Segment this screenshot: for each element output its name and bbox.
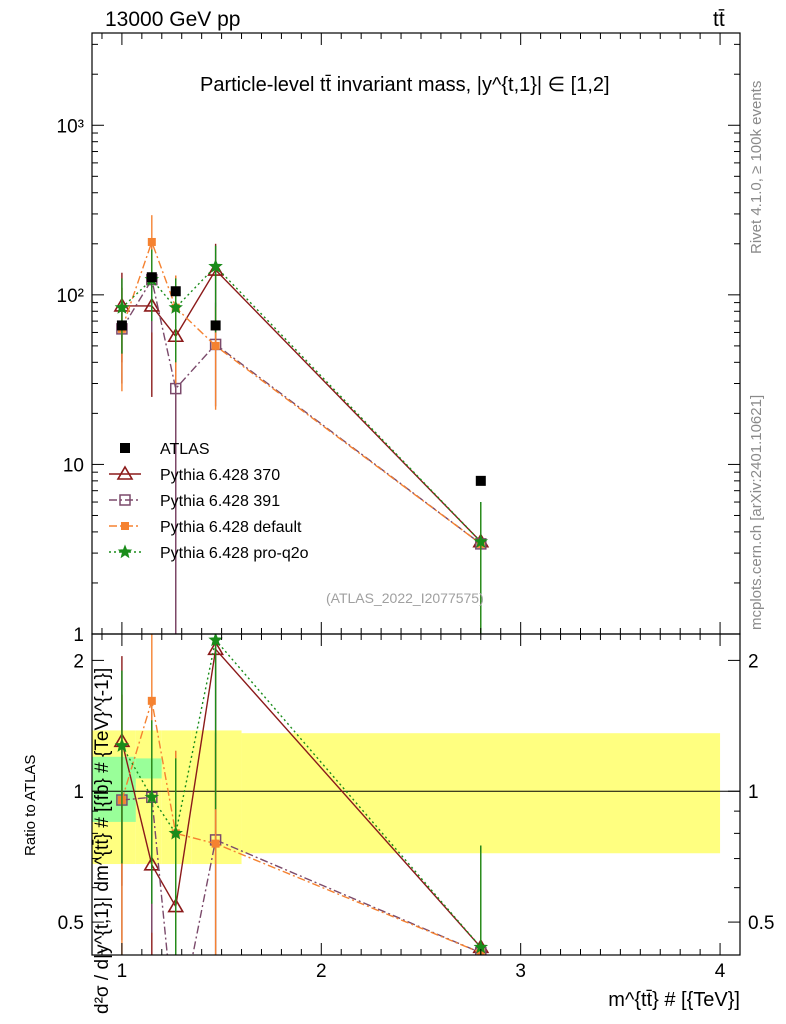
x-tick-label: 4 — [715, 961, 726, 982]
data-point — [146, 272, 157, 283]
data-point — [170, 286, 181, 297]
legend-label: Pythia 6.428 370 — [160, 467, 280, 484]
legend-label: ATLAS — [160, 441, 210, 458]
legend-marker — [119, 494, 131, 506]
series-4-ratio-point — [144, 789, 160, 804]
series-4-point — [114, 300, 130, 314]
series-3-ratio-line — [121, 700, 482, 954]
legend-marker — [116, 465, 134, 480]
y-tick-label: 10³ — [57, 116, 84, 137]
ratio-y-tick-label-left: 1 — [73, 782, 84, 803]
series-3-ratio-point — [147, 696, 156, 705]
x-axis-label: m^{tt̄} # [{TeV}] — [608, 989, 740, 1011]
series-4-point — [473, 534, 489, 548]
y-tick-label: 10 — [63, 455, 84, 476]
ratio-y-tick-label-right: 0.5 — [748, 913, 774, 934]
series-4-ratio-point — [114, 738, 130, 752]
mcplots-label: mcplots.cern.ch [arXiv:2401.10621] — [748, 394, 765, 630]
ratio-y-tick-label-right: 1 — [748, 782, 759, 803]
y-tick-label: 10² — [57, 286, 84, 307]
series-2-ratio-line — [121, 796, 482, 955]
legend-label: Pythia 6.428 pro-q2o — [160, 545, 309, 562]
x-tick-label: 2 — [316, 961, 327, 982]
series-3-point — [147, 237, 156, 246]
series-4-ratio-point — [168, 825, 183, 840]
legend-label: Pythia 6.428 391 — [160, 493, 280, 510]
legend-marker — [117, 544, 133, 559]
y-tick-label: 1 — [73, 625, 84, 646]
data-point — [210, 320, 221, 331]
legend-marker — [120, 443, 130, 453]
series-2-point — [169, 382, 182, 395]
x-tick-label: 1 — [117, 961, 128, 982]
series-4-ratio-line — [121, 638, 482, 948]
ratio-y-tick-label-right: 2 — [748, 651, 759, 672]
series-3-point — [211, 341, 220, 350]
ratio-y-tick-label-left: 0.5 — [58, 913, 84, 934]
energy-label: 13000 GeV pp — [105, 8, 241, 31]
ratio-band-outer — [241, 733, 721, 854]
data-point — [116, 320, 127, 331]
y-axis-label: d²σ / d|y^{t,1}| dm^{tt̄} # [{fb} # {TeV… — [92, 667, 113, 1014]
series-2-line — [121, 277, 482, 545]
series-4-ratio-point — [208, 634, 223, 647]
ratio-panel-content — [92, 634, 740, 955]
data-point — [475, 475, 486, 486]
process-label: tt̄ — [713, 8, 725, 31]
main-panel-content — [113, 215, 490, 634]
ratio-band-inner — [135, 758, 162, 779]
legend-label: Pythia 6.428 default — [160, 519, 302, 536]
analysis-watermark: (ATLAS_2022_I2077575) — [326, 590, 484, 606]
series-4-point — [168, 300, 183, 314]
main-frame — [91, 32, 741, 635]
x-tick-label: 3 — [515, 961, 526, 982]
ratio-band-outer — [161, 730, 192, 865]
series-3-ratio-point — [211, 839, 220, 848]
series-4-point — [208, 258, 223, 273]
chart-title: Particle-level tt̄ invariant mass, |y^{t… — [200, 74, 610, 96]
ratio-frame — [91, 633, 741, 956]
ratio-y-label: Ratio to ATLAS — [22, 754, 39, 856]
rivet-label: Rivet 4.1.0, ≥ 100k events — [748, 80, 765, 254]
legend-marker — [121, 522, 129, 530]
ratio-y-tick-label-left: 2 — [73, 651, 84, 672]
